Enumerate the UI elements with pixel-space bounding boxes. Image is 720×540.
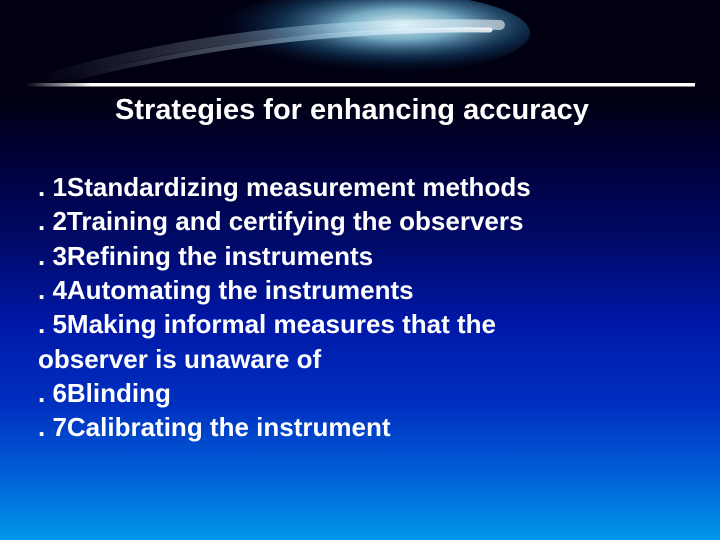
body-line: . 5Making informal measures that the — [38, 307, 700, 341]
body-line: . 2Training and certifying the observers — [38, 204, 700, 238]
slide: Strategies for enhancing accuracy . 1Sta… — [0, 0, 720, 540]
slide-title: Strategies for enhancing accuracy — [115, 94, 700, 127]
body-line: . 3Refining the instruments — [38, 239, 700, 273]
body-line: . 7Calibrating the instrument — [38, 410, 700, 444]
body-line: . 6Blinding — [38, 376, 700, 410]
slide-body: . 1Standardizing measurement methods . 2… — [38, 170, 700, 445]
body-line: observer is unaware of — [38, 342, 700, 376]
body-line: . 4Automating the instruments — [38, 273, 700, 307]
body-line: . 1Standardizing measurement methods — [38, 170, 700, 204]
